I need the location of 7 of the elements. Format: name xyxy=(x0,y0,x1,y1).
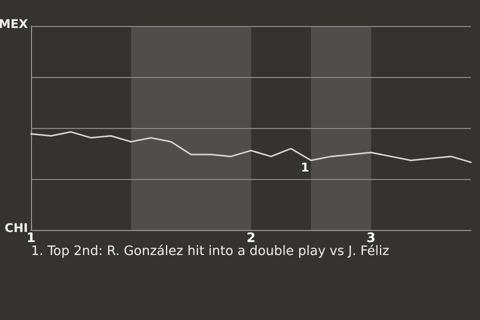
text: MEX xyxy=(0,17,29,31)
x-tick-label: 1 xyxy=(26,231,36,246)
text: CHI xyxy=(4,221,28,235)
x-tick-label: 2 xyxy=(246,231,256,246)
x-tick-label: 3 xyxy=(366,231,376,246)
annotation: 1 xyxy=(300,160,310,174)
text: 1. Top 2nd: R. González hit into a double play vs J. Féliz xyxy=(31,244,390,259)
